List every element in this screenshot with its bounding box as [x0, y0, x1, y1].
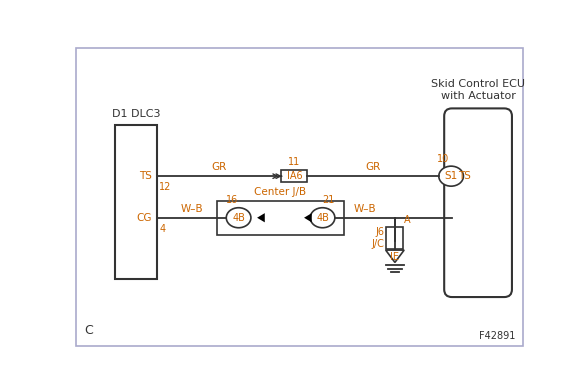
Ellipse shape	[439, 166, 463, 186]
Text: 12: 12	[159, 182, 171, 192]
Polygon shape	[257, 213, 265, 222]
Polygon shape	[304, 213, 312, 222]
Text: Center J/B: Center J/B	[254, 187, 307, 197]
Text: W–B: W–B	[180, 204, 203, 214]
Text: C: C	[84, 324, 92, 337]
FancyBboxPatch shape	[444, 108, 512, 297]
Text: A: A	[404, 215, 411, 225]
Text: 10: 10	[436, 154, 449, 164]
Text: GR: GR	[366, 162, 381, 172]
Text: GR: GR	[211, 162, 226, 172]
Bar	[217, 201, 344, 235]
Text: 16: 16	[226, 195, 239, 205]
Text: TS: TS	[139, 171, 152, 181]
Bar	[387, 227, 404, 248]
Ellipse shape	[226, 208, 251, 228]
Text: F42891: F42891	[480, 331, 516, 341]
Text: IE: IE	[390, 252, 400, 262]
Text: 11: 11	[288, 157, 300, 167]
Text: 4B: 4B	[316, 213, 329, 223]
Text: IA6: IA6	[287, 171, 302, 181]
Text: W–B: W–B	[353, 204, 376, 214]
Text: CG: CG	[136, 213, 152, 223]
Text: D1 DLC3: D1 DLC3	[112, 109, 160, 119]
Bar	[281, 170, 307, 182]
Text: Skid Control ECU
with Actuator: Skid Control ECU with Actuator	[431, 79, 525, 101]
Text: TS: TS	[458, 171, 471, 181]
Ellipse shape	[310, 208, 335, 228]
Text: S1: S1	[445, 171, 457, 181]
Text: 4: 4	[159, 224, 166, 234]
Text: 21: 21	[322, 195, 335, 205]
Text: J6
J/C: J6 J/C	[371, 227, 384, 248]
Polygon shape	[386, 250, 404, 262]
Text: 4B: 4B	[232, 213, 245, 223]
Bar	[115, 125, 157, 279]
